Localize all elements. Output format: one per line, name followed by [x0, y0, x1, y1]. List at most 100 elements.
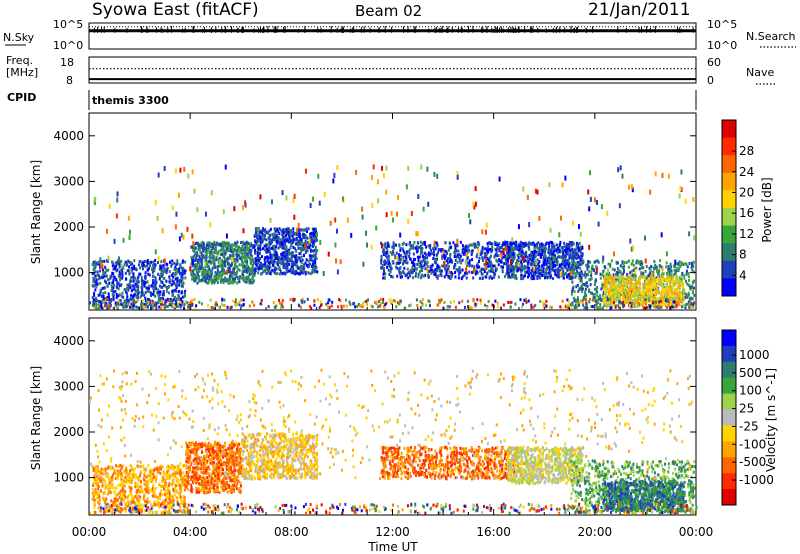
range-cell	[519, 268, 522, 272]
range-cell	[261, 265, 264, 269]
range-cell	[169, 303, 172, 307]
range-cell	[538, 265, 541, 269]
cpid-text: themis 3300	[92, 94, 169, 107]
range-cell	[687, 283, 690, 287]
range-cell	[130, 289, 133, 293]
station-title: Syowa East (fitACF)	[92, 0, 259, 20]
range-cell	[288, 235, 291, 239]
range-cell	[302, 244, 305, 248]
range-cell	[614, 290, 617, 294]
range-cell	[589, 291, 592, 295]
range-cell	[210, 250, 213, 254]
range-cell	[310, 254, 313, 258]
range-cell	[532, 272, 535, 276]
range-cell	[178, 303, 181, 307]
range-cell	[160, 260, 163, 264]
range-cell	[287, 230, 290, 234]
range-cell	[506, 240, 509, 244]
range-cell	[516, 268, 519, 272]
range-cell	[580, 285, 583, 289]
range-cell	[657, 298, 660, 302]
range-cell	[275, 266, 278, 270]
range-cell	[245, 248, 248, 252]
range-cell	[278, 227, 281, 231]
range-cell	[611, 284, 614, 288]
range-cell	[532, 242, 535, 246]
range-cell	[477, 246, 480, 250]
range-cell	[681, 271, 684, 275]
range-cell	[254, 257, 257, 261]
range-cell	[606, 283, 609, 287]
range-cell	[481, 272, 484, 276]
range-cell	[632, 292, 635, 296]
range-cell	[181, 295, 184, 299]
range-cell	[256, 251, 259, 255]
range-cell	[279, 245, 282, 249]
range-cell	[122, 266, 125, 270]
range-cell	[572, 242, 575, 246]
range-cell	[165, 299, 168, 303]
range-cell	[174, 273, 177, 277]
range-cell	[193, 272, 196, 276]
range-cell	[124, 260, 127, 264]
range-cell	[508, 245, 511, 249]
range-cell	[126, 287, 129, 291]
range-cell	[182, 281, 185, 285]
range-cell	[292, 245, 295, 249]
range-cell	[313, 253, 316, 257]
range-cell	[383, 276, 386, 280]
range-cell	[269, 253, 272, 257]
range-cell	[645, 265, 648, 269]
range-cell	[627, 290, 630, 294]
range-cell	[201, 247, 204, 251]
range-cell	[228, 243, 231, 247]
range-cell	[263, 248, 266, 252]
range-cell	[448, 246, 451, 250]
range-cell	[420, 273, 423, 277]
range-cell	[616, 272, 619, 276]
range-cell	[276, 257, 279, 261]
range-cell	[158, 296, 161, 300]
range-cell	[520, 245, 523, 249]
range-cell	[675, 281, 678, 285]
range-cell	[577, 243, 580, 247]
range-cell	[683, 276, 686, 280]
range-cell	[269, 260, 272, 264]
range-cell	[278, 232, 281, 236]
range-cell	[94, 274, 97, 278]
range-cell	[595, 300, 598, 304]
range-cell	[282, 264, 285, 268]
range-cell	[424, 261, 427, 265]
range-cell	[309, 236, 312, 240]
range-cell	[436, 276, 439, 280]
range-cell	[487, 250, 490, 254]
range-cell	[635, 278, 638, 282]
range-cell	[179, 305, 182, 309]
range-cell	[665, 265, 668, 269]
range-cell	[574, 262, 577, 266]
range-cell	[433, 257, 436, 261]
range-cell	[168, 277, 171, 281]
range-cell	[118, 260, 121, 264]
range-cell	[127, 288, 130, 292]
range-cell	[195, 241, 198, 245]
range-cell	[287, 258, 290, 262]
range-cell	[265, 267, 268, 271]
range-cell	[260, 272, 263, 276]
range-cell	[577, 255, 580, 259]
range-cell	[621, 260, 624, 264]
range-cell	[623, 283, 626, 287]
range-cell	[277, 246, 280, 250]
range-cell	[649, 271, 652, 275]
range-cell	[240, 256, 243, 260]
range-cell	[647, 288, 650, 292]
range-cell	[445, 273, 448, 277]
range-cell	[653, 278, 656, 282]
range-cell	[438, 265, 441, 269]
range-cell	[692, 290, 695, 294]
range-cell	[143, 283, 146, 287]
range-cell	[631, 288, 634, 292]
range-cell	[609, 287, 612, 291]
range-cell	[214, 244, 217, 248]
range-cell	[231, 270, 234, 274]
